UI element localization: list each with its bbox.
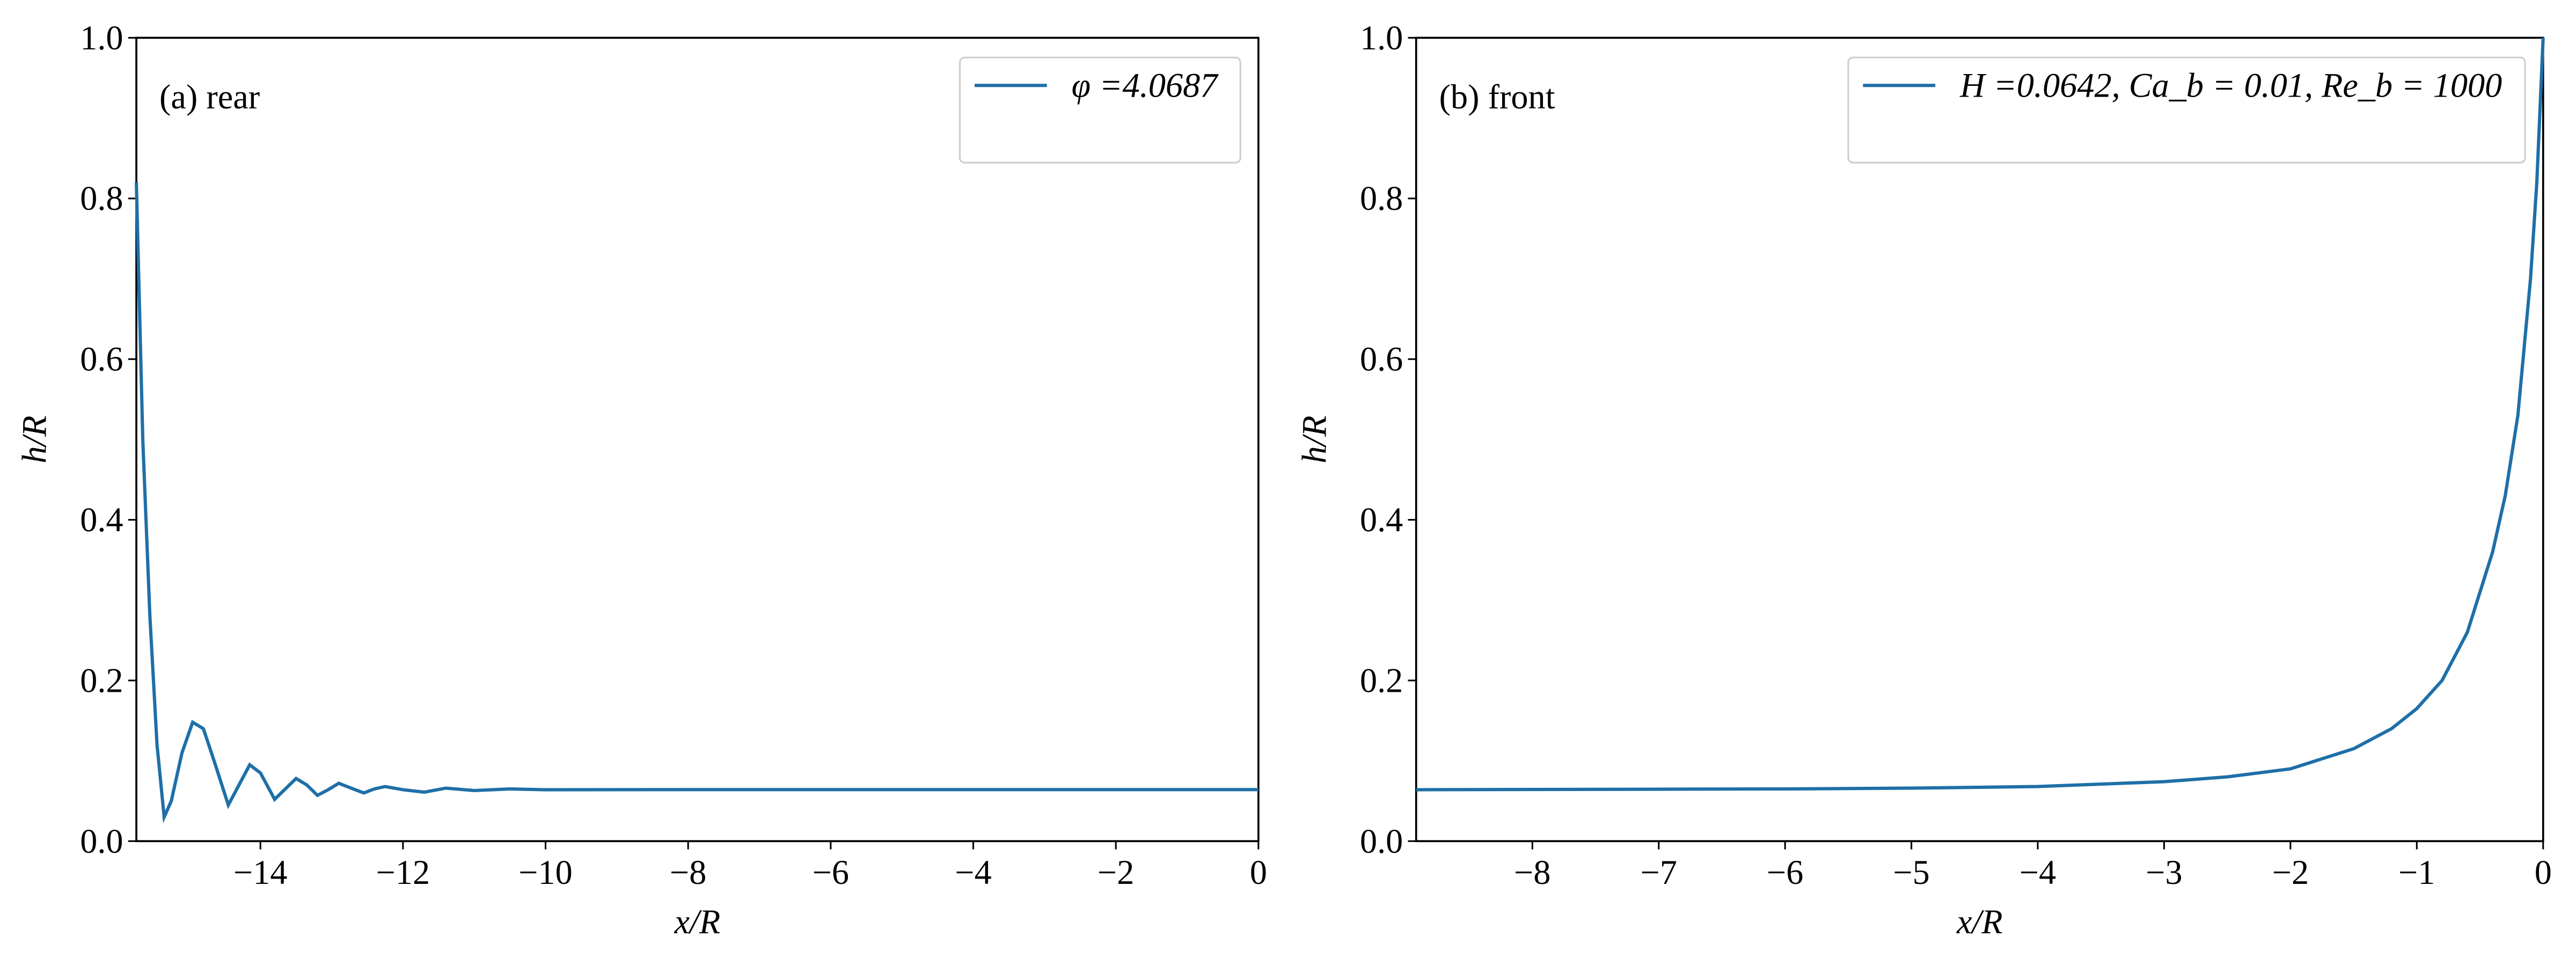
x-axis-label: x/R — [1956, 903, 2003, 941]
x-tick-label: 0 — [2535, 853, 2552, 891]
x-tick-label: −3 — [2146, 853, 2182, 891]
x-axis-label: x/R — [674, 903, 721, 941]
data-line — [135, 182, 1258, 824]
x-tick-label: 0 — [1250, 853, 1267, 891]
x-tick-label: −12 — [376, 853, 430, 891]
y-tick-label: 0.0 — [80, 822, 123, 860]
panel-annotation: (a) rear — [159, 78, 260, 116]
x-tick-label: −6 — [1767, 853, 1803, 891]
x-tick-label: −4 — [2019, 853, 2056, 891]
x-tick-label: −8 — [670, 853, 706, 891]
x-tick-label: −5 — [1893, 853, 1929, 891]
y-axis-label: h/R — [1295, 415, 1333, 463]
y-tick-label: 0.2 — [1360, 661, 1403, 699]
legend-label: H =0.0642, Ca_b = 0.01, Re_b = 1000 — [1959, 67, 2502, 105]
x-tick-label: −14 — [233, 853, 288, 891]
panel-annotation: (b) front — [1439, 78, 1555, 116]
y-tick-label: 1.0 — [80, 19, 123, 57]
y-tick-label: 0.0 — [1360, 822, 1403, 860]
y-tick-label: 0.8 — [1360, 179, 1403, 217]
y-axis-label: h/R — [16, 415, 54, 463]
legend-label: φ =4.0687 — [1072, 67, 1219, 105]
legend: φ =4.0687 — [958, 56, 1241, 164]
y-tick-label: 0.4 — [1360, 501, 1403, 539]
plot-frame — [135, 36, 1260, 843]
x-tick-label: −4 — [955, 853, 991, 891]
x-tick-label: −2 — [1097, 853, 1134, 891]
plot-frame — [1415, 36, 2544, 843]
legend-box — [1847, 56, 2526, 164]
x-tick-label: −1 — [2398, 853, 2435, 891]
y-tick-label: 0.6 — [1360, 340, 1403, 378]
y-tick-label: 0.6 — [80, 340, 123, 378]
x-tick-label: −7 — [1641, 853, 1677, 891]
x-tick-label: −8 — [1514, 853, 1550, 891]
x-tick-label: −2 — [2272, 853, 2309, 891]
legend: H =0.0642, Ca_b = 0.01, Re_b = 1000 — [1847, 56, 2526, 164]
data-line — [1416, 38, 2545, 792]
y-tick-label: 0.8 — [80, 179, 123, 217]
y-tick-label: 0.2 — [80, 661, 123, 699]
x-tick-label: −6 — [813, 853, 849, 891]
y-tick-label: 1.0 — [1360, 19, 1403, 57]
x-tick-label: −10 — [518, 853, 573, 891]
y-tick-label: 0.4 — [80, 501, 123, 539]
